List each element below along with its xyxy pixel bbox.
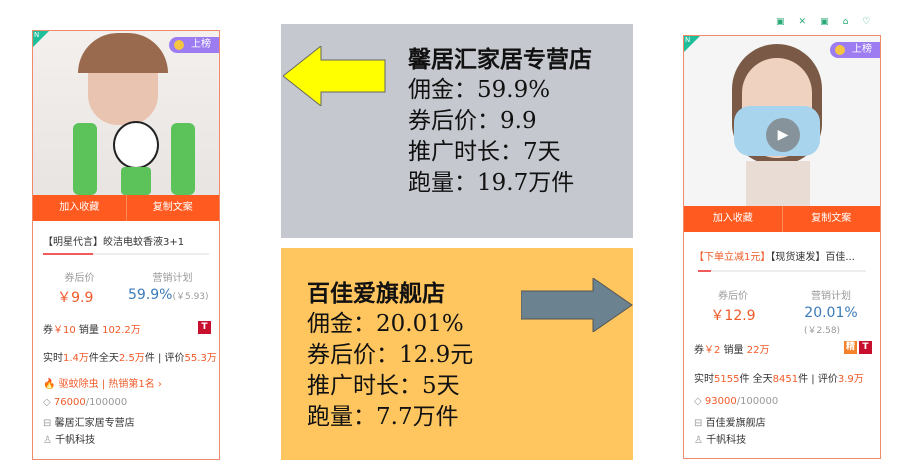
info-panel-1: 馨居汇家居专营店 佣金：59.9% 券后价：9.9 推广时长：7天 跑量：19.… [281, 24, 633, 238]
commission-rate: 20.01% [804, 305, 858, 321]
realtime-label: 实时 [43, 353, 63, 364]
toolbar-icons: ▣ ✕ ▣ ⌂ ♡ [776, 17, 870, 27]
commission-rate: 59.9% [128, 287, 173, 303]
jing-icon: 精 [844, 341, 857, 354]
panel-line: 推广时长：5天 [307, 373, 460, 399]
commission-amount: (￥2.58) [804, 326, 841, 336]
product-image[interactable]: ▶ [684, 36, 880, 206]
price-label: 券后价 [718, 291, 748, 302]
user-icon: ♙ [694, 435, 703, 446]
panel-line: 推广时长：7天 [408, 139, 561, 165]
new-badge: N [684, 36, 700, 52]
sales-value: 22万 [746, 345, 770, 356]
toolbar-icon[interactable]: ♡ [862, 17, 871, 27]
plan-label: 营销计划 [811, 291, 851, 302]
shop-icon: ⊟ [43, 418, 52, 429]
day-value: 8451 [772, 374, 799, 385]
user-icon: ♙ [43, 435, 52, 446]
coupon-price: ￥12.9 [710, 308, 756, 324]
review-value: 3.9万 [837, 374, 864, 385]
realtime-value: 1.4万 [63, 353, 89, 364]
toolbar-icon[interactable]: ▣ [820, 17, 829, 27]
info-panel-2: 百佳爱旗舰店 佣金：20.01% 券后价：12.9元 推广时长：5天 跑量：7.… [281, 248, 633, 460]
product-title[interactable]: 【明星代言】皎洁电蚊香液3+1 [43, 237, 185, 248]
review-label: 评价 [164, 353, 185, 364]
coupon-label: 券 [694, 345, 704, 356]
rank-badge[interactable]: 上榜 [169, 37, 219, 53]
toolbar-icon[interactable]: ✕ [798, 17, 807, 27]
sales-value: 102.2万 [102, 325, 141, 336]
product-title[interactable]: 【下单立减1元】【现货速发】百佳... [694, 252, 855, 263]
coupon-value: ￥10 [53, 325, 76, 336]
panel-line: 券后价：9.9 [408, 108, 537, 134]
hot-rank-link[interactable]: 🔥 驱蚊除虫 | 热销第1名 › [43, 379, 162, 390]
tmall-icon: T [859, 341, 872, 354]
day-label: 全天 [752, 374, 773, 385]
shop-icon: ⊟ [694, 418, 703, 429]
copy-text-button[interactable]: 复制文案 [811, 213, 852, 224]
plan-label: 营销计划 [152, 273, 193, 284]
stock-value: 93000 [704, 396, 737, 407]
review-label: 评价 [817, 374, 838, 385]
shop-title: 百佳爱旗舰店 [307, 280, 445, 307]
commission-amount: (￥5.93) [172, 292, 209, 302]
tmall-icon: T [198, 321, 211, 334]
copy-text-button[interactable]: 复制文案 [152, 202, 193, 213]
medal-icon [835, 45, 845, 55]
medal-icon [174, 40, 184, 50]
day-label: 全天 [98, 353, 119, 364]
panel-line: 券后价：12.9元 [307, 342, 474, 368]
add-favorite-button[interactable]: 加入收藏 [33, 195, 127, 221]
coupon-price: ￥9.9 [57, 290, 94, 306]
rank-badge[interactable]: 上榜 [830, 42, 880, 58]
toolbar-icon[interactable]: ⌂ [842, 17, 849, 27]
panel-line: 跑量：19.7万件 [408, 170, 575, 196]
realtime-label: 实时 [694, 374, 714, 385]
shop-title: 馨居汇家居专营店 [408, 46, 592, 73]
review-value: 55.3万 [184, 353, 217, 364]
realtime-value: 5155 [714, 374, 740, 385]
panel-line: 佣金：59.9% [408, 77, 551, 103]
sales-label: 销量 [78, 325, 99, 336]
shop-name[interactable]: 馨居汇家居专营店 [54, 418, 135, 429]
team-name: 千帆科技 [706, 435, 747, 446]
arrow-left-icon [283, 46, 386, 106]
price-label: 券后价 [64, 273, 95, 284]
coupon-label: 券 [43, 325, 53, 336]
fire-icon: 🔥 [43, 379, 56, 390]
arrow-right-icon [521, 278, 633, 332]
product-image[interactable] [33, 31, 219, 195]
coupon-value: ￥2 [704, 345, 721, 356]
panel-line: 佣金：20.01% [307, 311, 464, 337]
day-value: 2.5万 [118, 353, 145, 364]
sales-label: 销量 [723, 345, 744, 356]
team-name: 千帆科技 [55, 435, 96, 446]
stock-value: 76000 [53, 397, 86, 408]
product-card-1[interactable]: N 上榜 加入收藏 复制文案 【明星代言】皎洁电蚊香液3+1 券后价 营销计划 … [32, 30, 220, 460]
ticket-icon: ◇ [694, 396, 702, 407]
shop-name[interactable]: 百佳爱旗舰店 [705, 418, 766, 429]
product-card-2[interactable]: ▶ N 上榜 加入收藏 复制文案 【下单立减1元】【现货速发】百佳... 券后价… [683, 35, 881, 459]
toolbar-icon[interactable]: ▣ [776, 17, 785, 27]
play-video-button[interactable]: ▶ [766, 118, 800, 152]
new-badge: N [33, 31, 49, 47]
stock-total: /100000 [736, 396, 779, 407]
ticket-icon: ◇ [43, 397, 51, 408]
panel-line: 跑量：7.7万件 [307, 404, 459, 430]
add-favorite-button[interactable]: 加入收藏 [684, 206, 783, 232]
stock-total: /100000 [85, 397, 128, 408]
